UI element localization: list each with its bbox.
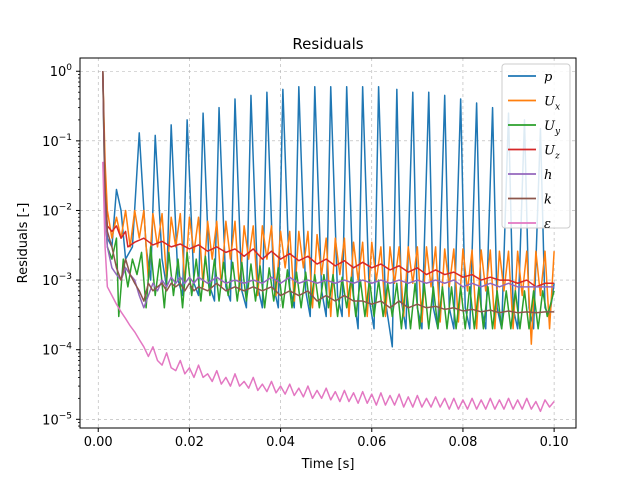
legend: p Ux Uy Uz hkε bbox=[501, 63, 571, 232]
legend-label: p bbox=[544, 70, 553, 85]
y-tick-label: 10−1 bbox=[42, 133, 72, 150]
series-line-p bbox=[102, 71, 555, 348]
series-line-k bbox=[102, 71, 555, 314]
x-tick-label: 0.00 bbox=[84, 435, 113, 450]
y-axis-ticks: 10−5 10−4 10−3 10−2 10−1 100 bbox=[42, 63, 80, 428]
y-tick-label: 10−5 bbox=[42, 411, 72, 428]
x-tick-label: 0.10 bbox=[540, 435, 569, 450]
series-lines bbox=[102, 71, 555, 413]
y-tick-label: 10−3 bbox=[42, 272, 72, 289]
series-line-h bbox=[102, 71, 555, 309]
y-tick-label: 10−2 bbox=[42, 202, 72, 219]
legend-label: ε bbox=[544, 217, 551, 232]
x-axis-label: Time [s] bbox=[301, 457, 355, 472]
x-tick-label: 0.02 bbox=[175, 435, 204, 450]
legend-label: Ux bbox=[544, 95, 560, 113]
series-line-Uy bbox=[102, 71, 555, 330]
legend-label: Uz bbox=[544, 144, 560, 162]
series-line-Ux bbox=[102, 71, 555, 345]
legend-label: k bbox=[544, 193, 552, 208]
y-tick-label: 100 bbox=[50, 63, 73, 80]
x-axis-ticks: 0.00 0.02 0.04 0.06 0.08 0.10 bbox=[84, 428, 569, 450]
plot-area bbox=[102, 71, 555, 413]
axes-frame bbox=[79, 57, 577, 429]
y-tick-label: 10−4 bbox=[42, 342, 72, 359]
series-line-epsilon bbox=[102, 161, 555, 413]
series-line-Uz bbox=[102, 71, 555, 288]
chart-title: Residuals bbox=[292, 35, 363, 53]
x-tick-label: 0.08 bbox=[448, 435, 477, 450]
legend-label: Uy bbox=[544, 119, 561, 137]
y-axis-label: Residuals [-] bbox=[16, 203, 31, 284]
x-tick-label: 0.06 bbox=[357, 435, 386, 450]
x-tick-label: 0.04 bbox=[266, 435, 295, 450]
legend-label: h bbox=[544, 168, 552, 183]
legend-box bbox=[501, 63, 571, 229]
